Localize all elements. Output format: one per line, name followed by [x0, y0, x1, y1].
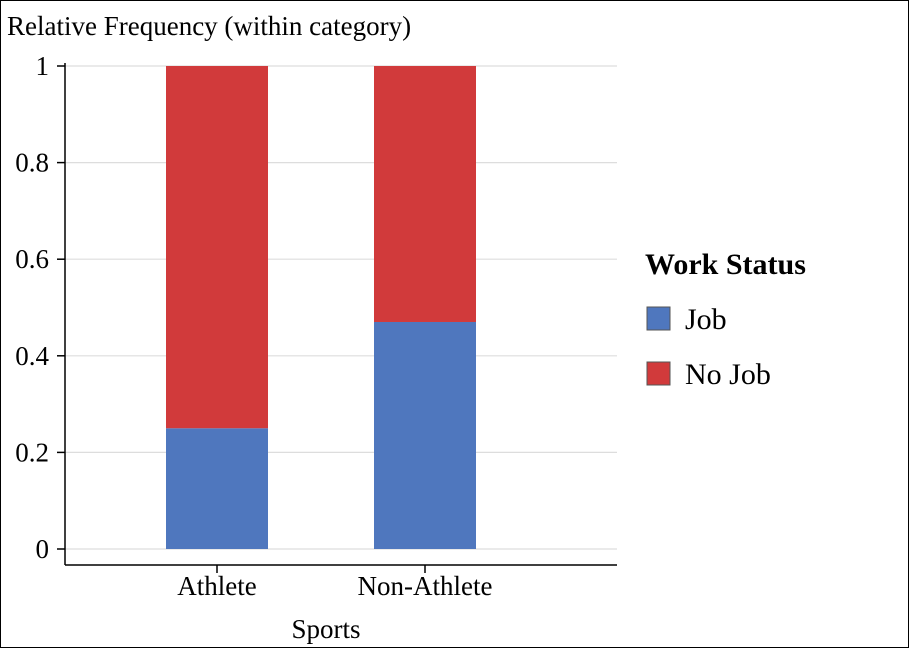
legend-label: Job [685, 303, 727, 336]
legend-swatch [646, 361, 671, 386]
x-axis-title: Sports [291, 614, 360, 644]
y-tick-label: 0.8 [15, 148, 49, 178]
y-tick-label: 0.2 [15, 437, 49, 467]
bar-no-job-non-athlete [374, 66, 476, 322]
legend-title: Work Status [645, 248, 806, 281]
y-tick-label: 1 [36, 51, 50, 81]
bar-job-non-athlete [374, 321, 476, 549]
y-tick-label: 0.4 [15, 341, 49, 371]
x-tick-label: Athlete [177, 571, 256, 601]
legend-label: No Job [685, 358, 771, 391]
legend-swatch [646, 306, 671, 331]
y-tick-label: 0 [36, 534, 50, 564]
bar-no-job-athlete [166, 66, 268, 429]
y-tick-label: 0.6 [15, 244, 49, 274]
y-ticks: 0 0.2 0.4 0.6 0.8 1 [15, 51, 65, 564]
legend: Work Status Job No Job [645, 248, 806, 391]
bar-job-athlete [166, 428, 268, 549]
y-axis-title: Relative Frequency (within category) [7, 11, 411, 41]
bars [166, 66, 476, 549]
gridlines [65, 65, 617, 550]
legend-items: Job No Job [646, 303, 771, 391]
x-ticks: Athlete Non-Athlete [177, 565, 492, 601]
x-tick-label: Non-Athlete [358, 571, 493, 601]
axes [64, 63, 617, 566]
